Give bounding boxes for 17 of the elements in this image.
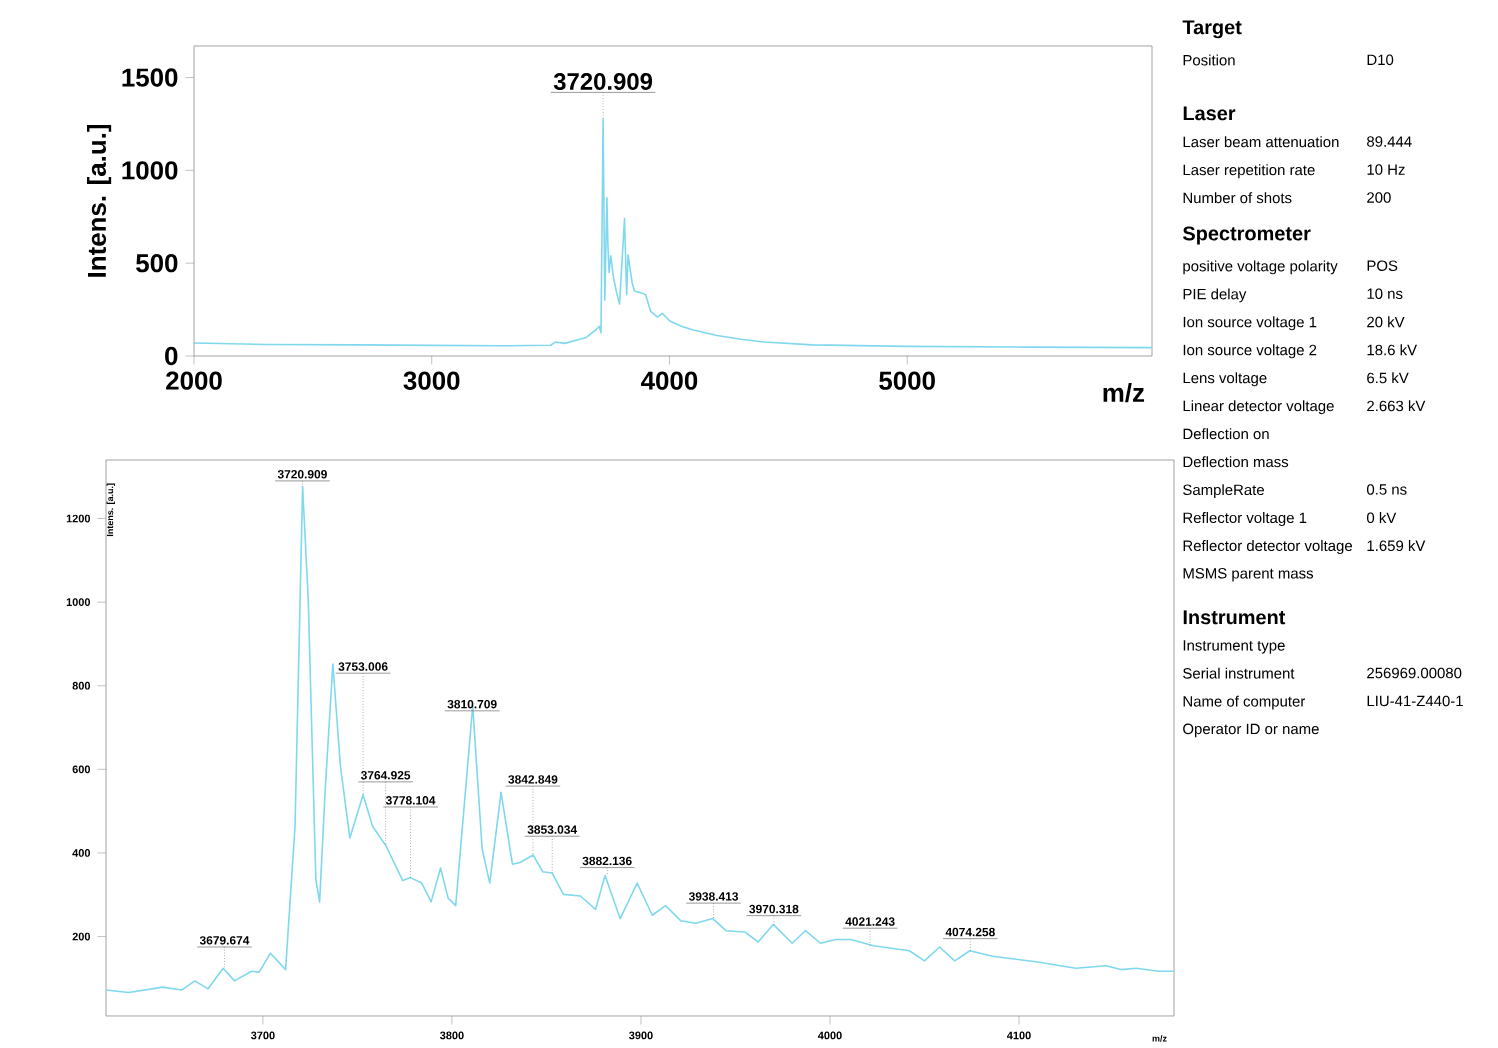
x-tick-label: 5000 xyxy=(879,371,935,390)
line-series xyxy=(105,485,1175,994)
y-tick-label: 500 xyxy=(136,253,178,273)
text: Laser xyxy=(1183,106,1236,121)
x-tick-label: 4000 xyxy=(641,371,698,390)
x-tick-label: 2000 xyxy=(166,371,222,390)
y-tick-label: 1000 xyxy=(122,161,178,180)
y-axis-title: Intens. [a.u.] xyxy=(87,124,112,277)
x-tick-label: 3000 xyxy=(403,371,460,390)
x-axis-title: m/z xyxy=(1103,382,1145,403)
text: Spectrometer xyxy=(1182,226,1311,245)
text: Target xyxy=(1182,20,1242,39)
annotation: 3720.909 xyxy=(553,72,653,90)
y-tick-label: 1500 xyxy=(122,68,178,87)
text: Instrument xyxy=(1183,610,1286,625)
y-tick-label: 0 xyxy=(165,346,178,365)
line-series xyxy=(193,118,1153,349)
